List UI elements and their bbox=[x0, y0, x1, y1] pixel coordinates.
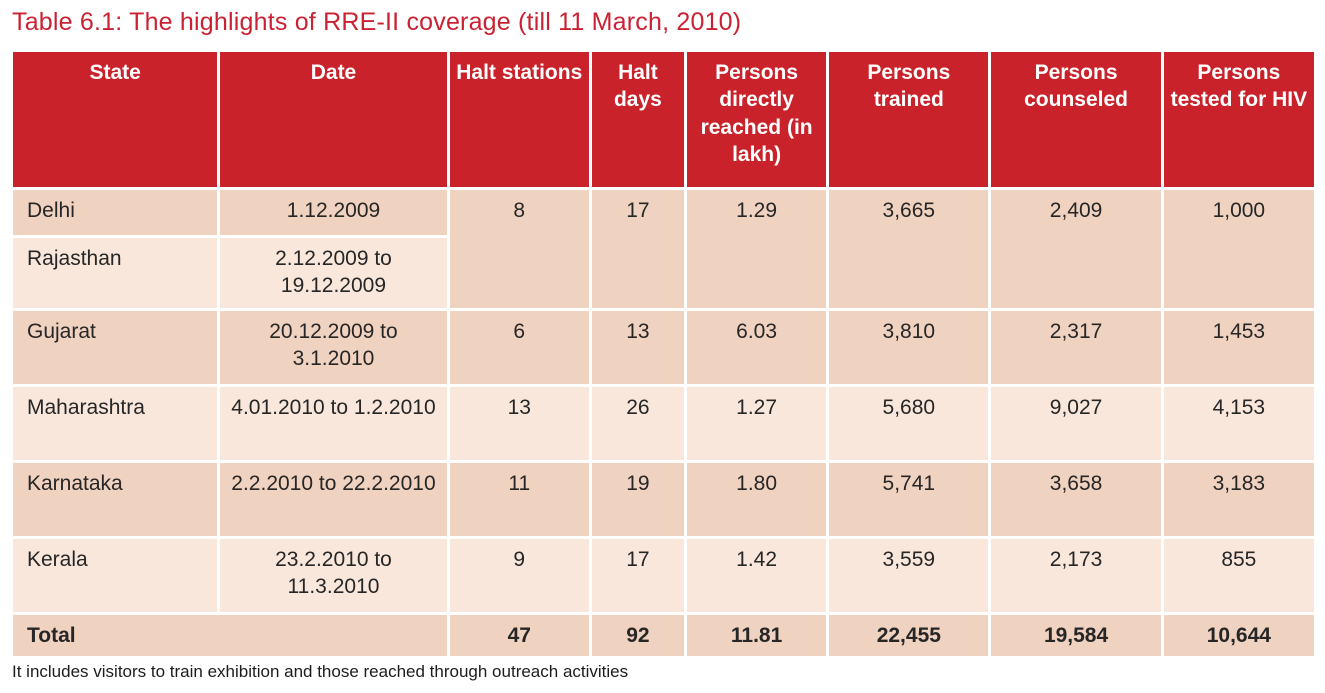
persons-counseled-cell: 2,173 bbox=[991, 539, 1161, 612]
table-header: State Date Halt stations Halt days Perso… bbox=[13, 52, 1314, 187]
table-row-gujarat: Gujarat 20.12.2009 to 3.1.2010 6 13 6.03… bbox=[13, 311, 1314, 384]
state-cell: Maharashtra bbox=[13, 387, 218, 460]
column-header-persons-reached: Persons directly reached (in lakh) bbox=[687, 52, 827, 187]
halt-stations-cell: 13 bbox=[449, 387, 589, 460]
state-cell: Kerala bbox=[13, 539, 218, 612]
persons-reached-cell: 6.03 bbox=[687, 311, 827, 384]
column-header-persons-tested: Persons tested for HIV bbox=[1163, 52, 1314, 187]
persons-trained-cell: 5,741 bbox=[829, 463, 989, 536]
date-cell: 23.2.2010 to 11.3.2010 bbox=[220, 539, 447, 612]
state-cell: Gujarat bbox=[13, 311, 218, 384]
persons-reached-cell: 1.80 bbox=[687, 463, 827, 536]
column-header-halt-days: Halt days bbox=[591, 52, 684, 187]
state-cell: Karnataka bbox=[13, 463, 218, 536]
table-body: Delhi 1.12.2009 8 17 1.29 3,665 2,409 1,… bbox=[13, 190, 1314, 657]
persons-counseled-total-cell: 19,584 bbox=[991, 615, 1161, 657]
persons-reached-cell: 1.27 bbox=[687, 387, 827, 460]
state-cell: Rajasthan bbox=[13, 238, 218, 308]
persons-trained-cell: 5,680 bbox=[829, 387, 989, 460]
persons-counseled-cell: 2,409 bbox=[991, 190, 1161, 308]
persons-reached-total-cell: 11.81 bbox=[687, 615, 827, 657]
halt-days-total-cell: 92 bbox=[591, 615, 684, 657]
persons-tested-cell: 1,000 bbox=[1163, 190, 1314, 308]
table-title: Table 6.1: The highlights of RRE-II cove… bbox=[12, 8, 742, 36]
halt-stations-cell: 9 bbox=[449, 539, 589, 612]
halt-stations-cell: 8 bbox=[449, 190, 589, 308]
date-cell: 2.12.2009 to 19.12.2009 bbox=[220, 238, 447, 308]
halt-stations-cell: 6 bbox=[449, 311, 589, 384]
total-label-cell: Total bbox=[13, 615, 447, 657]
table-row-karnataka: Karnataka 2.2.2010 to 22.2.2010 11 19 1.… bbox=[13, 463, 1314, 536]
persons-tested-cell: 1,453 bbox=[1163, 311, 1314, 384]
persons-reached-cell: 1.29 bbox=[687, 190, 827, 308]
persons-tested-cell: 3,183 bbox=[1163, 463, 1314, 536]
halt-days-cell: 17 bbox=[591, 190, 684, 308]
halt-days-cell: 19 bbox=[591, 463, 684, 536]
persons-tested-cell: 855 bbox=[1163, 539, 1314, 612]
persons-tested-total-cell: 10,644 bbox=[1163, 615, 1314, 657]
halt-days-cell: 17 bbox=[591, 539, 684, 612]
halt-days-cell: 26 bbox=[591, 387, 684, 460]
table-row-rajasthan: Rajasthan 2.12.2009 to 19.12.2009 bbox=[13, 238, 1314, 308]
persons-counseled-cell: 3,658 bbox=[991, 463, 1161, 536]
persons-trained-cell: 3,559 bbox=[829, 539, 989, 612]
table-row-maharashtra: Maharashtra 4.01.2010 to 1.2.2010 13 26 … bbox=[13, 387, 1314, 460]
halt-stations-total-cell: 47 bbox=[449, 615, 589, 657]
persons-trained-cell: 3,810 bbox=[829, 311, 989, 384]
persons-trained-cell: 3,665 bbox=[829, 190, 989, 308]
column-header-halt-stations: Halt stations bbox=[449, 52, 589, 187]
halt-days-cell: 13 bbox=[591, 311, 684, 384]
persons-counseled-cell: 9,027 bbox=[991, 387, 1161, 460]
persons-reached-cell: 1.42 bbox=[687, 539, 827, 612]
column-header-date: Date bbox=[220, 52, 447, 187]
date-cell: 20.12.2009 to 3.1.2010 bbox=[220, 311, 447, 384]
table-row-kerala: Kerala 23.2.2010 to 11.3.2010 9 17 1.42 … bbox=[13, 539, 1314, 612]
table-row-delhi: Delhi 1.12.2009 8 17 1.29 3,665 2,409 1,… bbox=[13, 190, 1314, 308]
column-header-state: State bbox=[13, 52, 218, 187]
halt-stations-cell: 11 bbox=[449, 463, 589, 536]
rre-coverage-table: State Date Halt stations Halt days Perso… bbox=[10, 49, 1317, 660]
table-row-total: Total 47 92 11.81 22,455 19,584 10,644 bbox=[13, 615, 1314, 657]
column-header-persons-counseled: Persons counseled bbox=[991, 52, 1161, 187]
header-row: State Date Halt stations Halt days Perso… bbox=[13, 52, 1314, 187]
persons-counseled-cell: 2,317 bbox=[991, 311, 1161, 384]
persons-tested-cell: 4,153 bbox=[1163, 387, 1314, 460]
date-cell: 4.01.2010 to 1.2.2010 bbox=[220, 387, 447, 460]
table-footnote: It includes visitors to train exhibition… bbox=[12, 662, 629, 682]
date-cell: 2.2.2010 to 22.2.2010 bbox=[220, 463, 447, 536]
state-cell: Delhi bbox=[13, 190, 218, 235]
persons-trained-total-cell: 22,455 bbox=[829, 615, 989, 657]
date-cell: 1.12.2009 bbox=[220, 190, 447, 235]
column-header-persons-trained: Persons trained bbox=[829, 52, 989, 187]
